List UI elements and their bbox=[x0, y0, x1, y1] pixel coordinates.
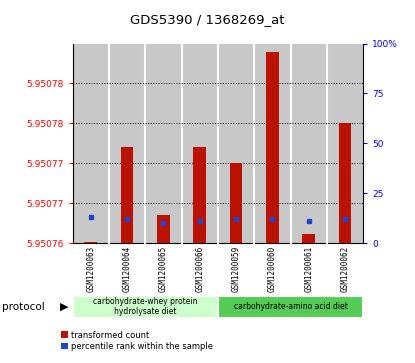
Legend: transformed count, percentile rank within the sample: transformed count, percentile rank withi… bbox=[58, 327, 217, 354]
Bar bbox=[218, 296, 363, 318]
Bar bbox=[73, 44, 109, 243]
Bar bbox=[254, 44, 290, 243]
Bar bbox=[339, 123, 352, 243]
Text: GSM1200060: GSM1200060 bbox=[268, 246, 277, 292]
Bar bbox=[145, 44, 181, 243]
Bar bbox=[229, 163, 242, 243]
Text: GSM1200059: GSM1200059 bbox=[232, 246, 241, 292]
Text: protocol: protocol bbox=[2, 302, 45, 312]
Text: GSM1200061: GSM1200061 bbox=[304, 246, 313, 292]
Text: ▶: ▶ bbox=[60, 302, 68, 312]
Bar bbox=[193, 147, 206, 243]
Text: GSM1200064: GSM1200064 bbox=[122, 246, 132, 292]
Bar bbox=[181, 44, 218, 243]
Text: GSM1200066: GSM1200066 bbox=[195, 246, 204, 292]
Text: GDS5390 / 1368269_at: GDS5390 / 1368269_at bbox=[130, 13, 285, 26]
Bar bbox=[84, 242, 97, 243]
Text: carbohydrate-whey protein
hydrolysate diet: carbohydrate-whey protein hydrolysate di… bbox=[93, 297, 198, 317]
Bar bbox=[302, 234, 315, 243]
Bar bbox=[157, 215, 170, 243]
Bar bbox=[327, 44, 363, 243]
Bar bbox=[290, 44, 327, 243]
Text: GSM1200062: GSM1200062 bbox=[340, 246, 349, 292]
Bar bbox=[266, 52, 279, 243]
Bar bbox=[73, 296, 218, 318]
Bar bbox=[218, 44, 254, 243]
Text: carbohydrate-amino acid diet: carbohydrate-amino acid diet bbox=[234, 302, 347, 311]
Bar bbox=[109, 44, 145, 243]
Text: GSM1200065: GSM1200065 bbox=[159, 246, 168, 292]
Bar bbox=[121, 147, 134, 243]
Text: GSM1200063: GSM1200063 bbox=[86, 246, 95, 292]
